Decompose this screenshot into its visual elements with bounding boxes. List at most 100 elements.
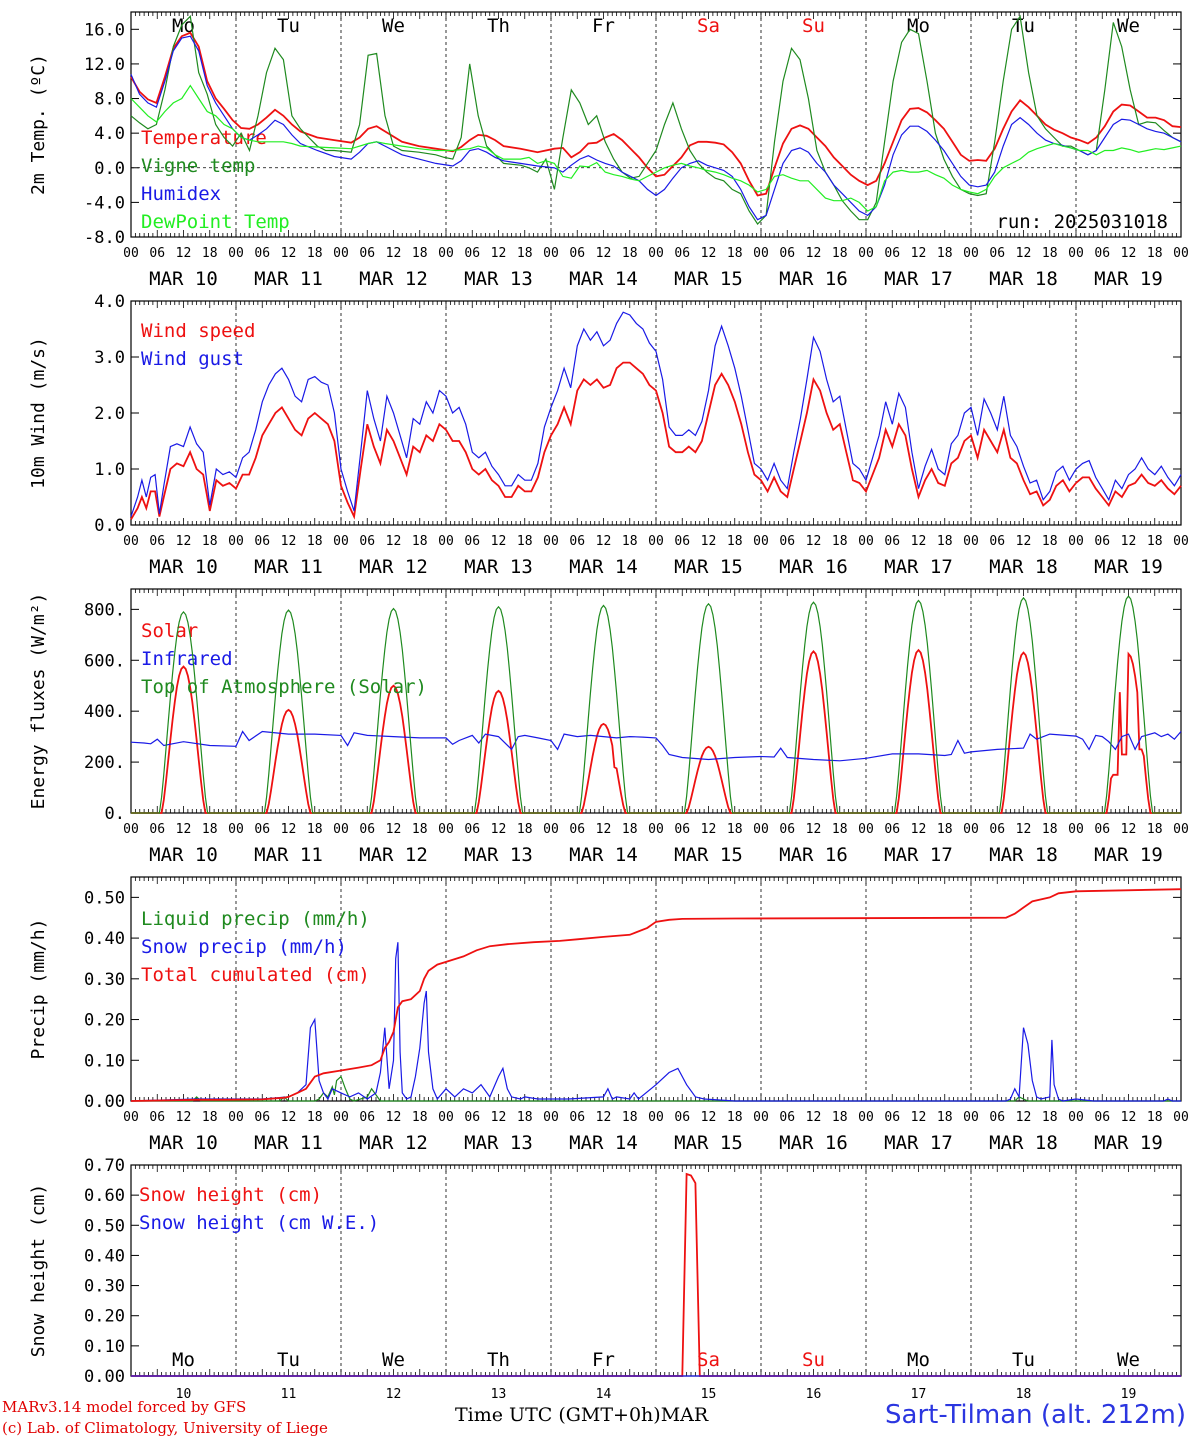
weekday-label: Tu <box>277 15 300 37</box>
hour-tick-label: 06 <box>464 1110 480 1125</box>
hour-tick-label: 00 <box>858 822 874 837</box>
weekday-label: Tu <box>277 1349 300 1371</box>
y-axis-label: 10m Wind (m/s) <box>28 337 49 489</box>
legend-label: Temperature <box>141 127 267 149</box>
day-label: MAR 14 <box>569 1132 638 1154</box>
series-line-infrared <box>130 730 1182 762</box>
weekday-label: We <box>382 1349 405 1371</box>
hour-tick-label: 06 <box>464 246 480 261</box>
hour-tick-label: 18 <box>1147 534 1163 549</box>
hour-tick-label: 00 <box>438 534 454 549</box>
hour-tick-label: 00 <box>1068 246 1084 261</box>
hour-tick-label: 18 <box>937 1110 953 1125</box>
y-tick-label: 0.70 <box>84 1156 125 1176</box>
weekday-label: Th <box>487 15 510 37</box>
hour-tick-label: 18 <box>202 822 218 837</box>
hour-tick-label: 12 <box>176 822 192 837</box>
day-label: MAR 17 <box>884 556 953 578</box>
series-line-dewpoint-temp <box>130 84 1182 212</box>
hour-tick-label: 00 <box>858 246 874 261</box>
day-label: MAR 11 <box>254 556 323 578</box>
hour-tick-label: 12 <box>911 822 927 837</box>
hour-tick-label: 18 <box>412 534 428 549</box>
y-axis-label: Precip (mm/h) <box>28 919 49 1060</box>
day-number-label: 17 <box>911 1387 927 1402</box>
hour-tick-label: 06 <box>569 246 585 261</box>
legend-label: Snow precip (mm/h) <box>141 936 347 958</box>
hour-tick-label: 18 <box>1147 246 1163 261</box>
day-label: MAR 18 <box>989 556 1058 578</box>
hour-tick-label: 18 <box>1042 246 1058 261</box>
legend-label: Top of Atmosphere (Solar) <box>141 676 427 698</box>
hour-tick-label: 12 <box>1016 822 1032 837</box>
panel-2: 4.0 3.0 2.0 1.0 0.0 10m Wind (m/s) 00 06 12 18 00 0… <box>28 292 1189 578</box>
day-number-label: 10 <box>176 1387 192 1402</box>
weekday-label: Th <box>487 1349 510 1371</box>
day-label: MAR 10 <box>149 556 218 578</box>
weekday-label: Mo <box>907 1349 930 1371</box>
y-tick-label: 0.50 <box>84 1216 125 1236</box>
y-tick-label: 0.40 <box>84 929 125 949</box>
hour-tick-label: 06 <box>779 1110 795 1125</box>
legend-label: DewPoint Temp <box>141 211 290 233</box>
hour-tick-label: 18 <box>622 822 638 837</box>
series-line-wind-gust <box>130 311 1182 517</box>
hour-tick-label: 18 <box>832 534 848 549</box>
hour-tick-label: 00 <box>438 822 454 837</box>
hour-tick-label: 18 <box>412 1110 428 1125</box>
hour-tick-label: 18 <box>937 534 953 549</box>
hour-tick-label: 18 <box>307 534 323 549</box>
hour-tick-label: 06 <box>149 534 165 549</box>
y-tick-label: 0.20 <box>84 1307 125 1327</box>
y-tick-label: 0.20 <box>84 1011 125 1031</box>
y-tick-label: 0.60 <box>84 1186 125 1206</box>
hour-tick-label: 00 <box>123 246 139 261</box>
day-label: MAR 13 <box>464 556 533 578</box>
hour-tick-label: 00 <box>543 822 559 837</box>
hour-tick-label: 00 <box>438 246 454 261</box>
hour-tick-label: 18 <box>727 822 743 837</box>
weekday-label: Sa <box>697 15 720 37</box>
hour-tick-label: 12 <box>491 822 507 837</box>
hour-tick-label: 00 <box>333 1110 349 1125</box>
hour-tick-label: 18 <box>202 246 218 261</box>
y-tick-label: 2.0 <box>94 404 125 424</box>
hour-tick-label: 00 <box>963 534 979 549</box>
hour-tick-label: 00 <box>228 1110 244 1125</box>
weekday-label: We <box>382 15 405 37</box>
day-label: MAR 12 <box>359 556 428 578</box>
day-number-label: 14 <box>596 1387 612 1402</box>
hour-tick-label: 06 <box>254 246 270 261</box>
y-tick-label: 0.10 <box>84 1051 125 1071</box>
y-axis-label: Snow height (cm) <box>28 1184 49 1357</box>
hour-tick-label: 18 <box>1042 534 1058 549</box>
hour-tick-label: 12 <box>1121 534 1137 549</box>
day-number-label: 11 <box>281 1387 297 1402</box>
hour-tick-label: 18 <box>727 534 743 549</box>
hour-tick-label: 12 <box>491 534 507 549</box>
y-tick-label: 8.0 <box>94 90 125 110</box>
y-tick-label: 1.0 <box>94 460 125 480</box>
hour-tick-label: 00 <box>753 534 769 549</box>
hour-tick-label: 06 <box>569 534 585 549</box>
day-label: MAR 15 <box>674 556 743 578</box>
hour-tick-label: 06 <box>254 534 270 549</box>
panel-1: 16.0 12.0 8.0 4.0 0.0 -4.0 -8.0 2m Temp. (ºC) 00… <box>28 11 1189 290</box>
panel-4: 0.50 0.40 0.30 0.20 0.10 0.00 Precip (mm/h) 00 0… <box>28 876 1189 1154</box>
day-label: MAR 14 <box>569 844 638 866</box>
panel-frame <box>130 300 1182 526</box>
weekday-label: Fr <box>592 1349 615 1371</box>
hour-tick-label: 00 <box>1173 822 1189 837</box>
series-line-top-of-atmosphere-solar <box>131 595 1181 814</box>
hour-tick-label: 12 <box>386 822 402 837</box>
hour-tick-label: 00 <box>858 1110 874 1125</box>
hour-tick-label: 12 <box>1121 822 1137 837</box>
hour-tick-label: 06 <box>1094 1110 1110 1125</box>
day-label: MAR 16 <box>779 556 848 578</box>
hour-tick-label: 12 <box>281 822 297 837</box>
hour-tick-label: 12 <box>386 534 402 549</box>
day-label: MAR 14 <box>569 268 638 290</box>
day-number-label: 19 <box>1121 1387 1137 1402</box>
weekday-label: Mo <box>172 1349 195 1371</box>
hour-tick-label: 18 <box>727 246 743 261</box>
